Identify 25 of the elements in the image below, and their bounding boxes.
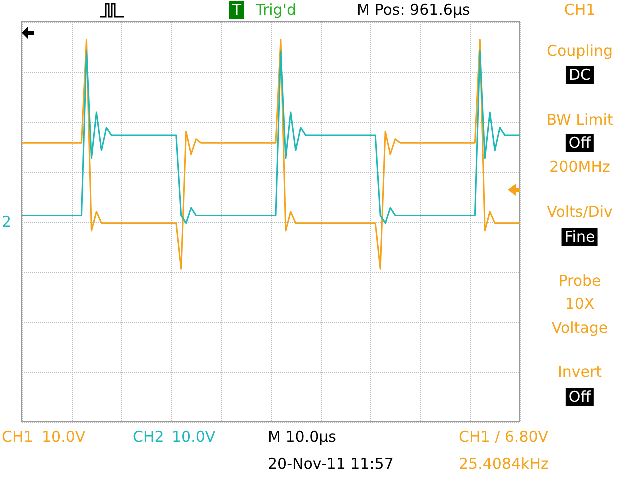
text: Coupling [546, 42, 614, 60]
text: Off [566, 134, 594, 152]
text: T [229, 1, 245, 19]
text: 2 [2, 213, 12, 231]
text: DC [566, 66, 594, 84]
text: Invert [558, 363, 602, 381]
text: 10.0V [172, 428, 216, 446]
text: BW Limit [546, 111, 614, 129]
text: 10.0V [42, 428, 86, 446]
text: CH2 [133, 428, 164, 446]
text: Probe [558, 272, 602, 290]
text: Off [566, 388, 594, 406]
text: M Pos: 961.6µs [357, 1, 470, 19]
text: Volts/Div [547, 203, 613, 221]
text: Trig'd [256, 1, 296, 19]
text: 200MHz [550, 158, 610, 176]
text: CH1 ∕ 6.80V [459, 428, 549, 446]
text: 10X [565, 295, 595, 313]
text: CH1 [2, 428, 34, 446]
text: CH1 [564, 1, 596, 19]
text: Fine [562, 228, 598, 246]
text: M 10.0µs [268, 428, 336, 446]
text: Voltage [552, 319, 608, 337]
text: 20-Nov-11 11:57 [268, 455, 394, 473]
text: 25.4084kHz [459, 455, 549, 473]
